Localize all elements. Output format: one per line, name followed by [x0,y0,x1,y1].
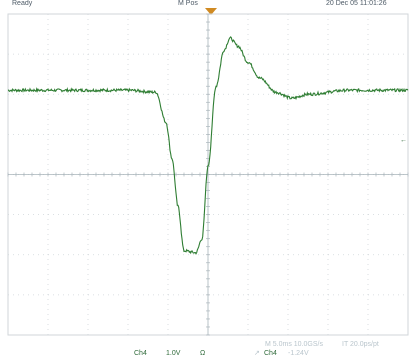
trigger-channel-readout: Ch4 [264,350,277,357]
record-readout: IT 20.0ps/pt [342,341,379,348]
graticule-center-ticks [7,13,409,336]
trigger-position-marker [205,8,217,15]
timebase-readout: M 5.0ms 10.0GS/s [265,341,323,348]
status-readout: Ready [12,0,33,7]
date-time-readout: 20 Dec 05 11:01:26 [326,0,387,7]
trigger-slope-icon: ↗ [254,350,260,357]
position-readout: M Pos [178,0,198,7]
ground-level-marker: ← [400,137,407,144]
trigger-level-readout: -1.24V [288,350,309,357]
channel-4-trace [7,36,409,255]
volts-per-div-readout: 1.0V [166,350,181,357]
channel-label: Ch4 [134,350,147,357]
coupling-symbol: Ω [200,350,205,357]
